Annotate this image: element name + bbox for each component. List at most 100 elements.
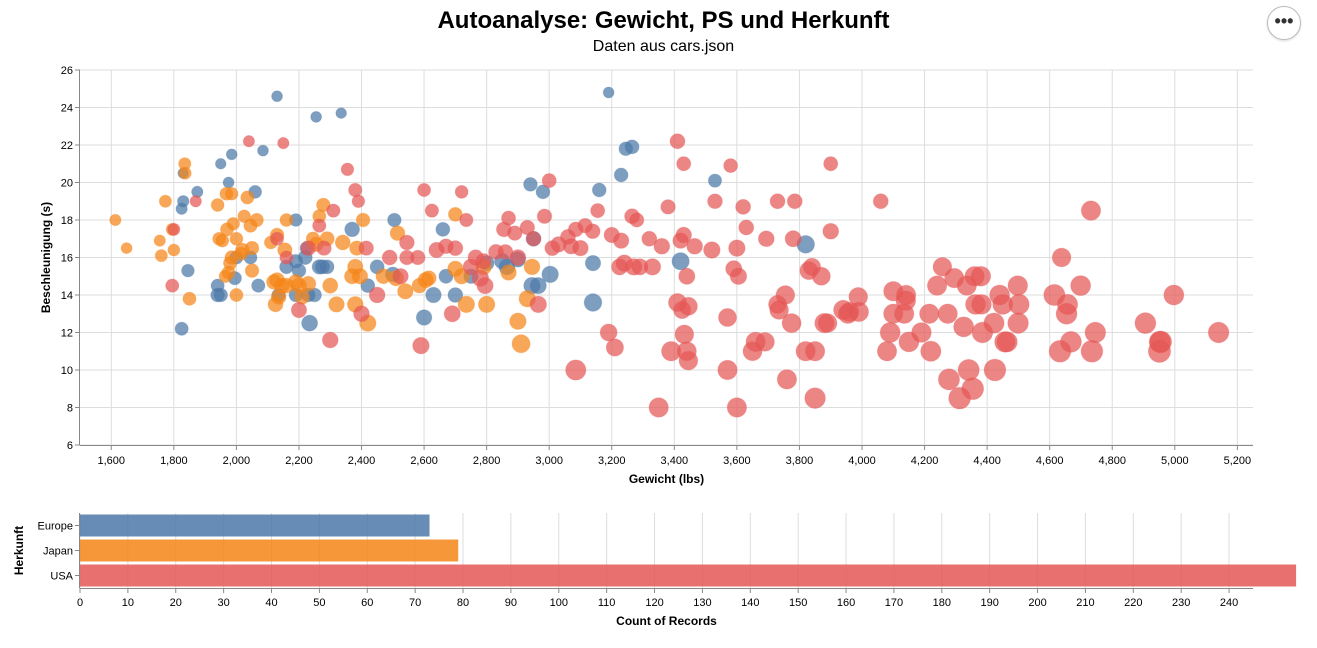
scatter-point-usa [755,332,775,352]
scatter-point-europe [613,167,629,183]
y-tick-label: 20 [61,178,73,190]
x-tick-label: 2,200 [285,455,313,467]
scatter-point-usa [351,194,366,209]
scatter-point-europe [584,254,602,272]
x-tick-label: 4,400 [973,455,1001,467]
bar-chart: Europe Japan USA 0 10 20 30 40 50 60 70 80 90 100 110 1… [12,513,1297,628]
bar-x-tick-label: 230 [1172,597,1190,609]
more-options-button[interactable]: ••• [1267,6,1301,40]
scatter-points [109,86,1230,418]
scatter-point-usa [669,133,686,150]
bar-x-tick-label: 90 [505,597,517,609]
scatter-point-usa [1007,312,1029,334]
bar-x-tick-label: 100 [550,597,568,609]
scatter-point-usa [876,341,898,362]
scatter-point-usa [541,173,557,189]
x-tick-label: 2,000 [223,455,251,467]
scatter-point-usa [340,162,355,177]
scatter-point-usa [459,212,474,228]
scatter-point-europe [175,202,188,215]
scatter-point-usa [676,156,692,172]
bar-x-tick-label: 130 [693,597,711,609]
scatter-point-usa [599,323,618,342]
bar-x-tick-label: 40 [265,597,277,609]
scatter-point-usa [784,230,802,248]
scatter-point-japan [279,212,294,228]
scatter-point-usa [953,316,975,338]
x-tick-label: 4,800 [1098,455,1126,467]
scatter-point-japan [237,209,252,224]
chart-subtitle: Daten aus cars.json [592,38,735,55]
scatter-point-japan [477,295,496,314]
scatter-point-usa [500,210,517,226]
x-tick-label: 5,200 [1224,455,1252,467]
scatter-point-usa [392,268,409,285]
scatter-point-usa [757,230,775,248]
bar-x-tick-label: 200 [1028,597,1046,609]
scatter-point-usa [775,285,796,305]
scatter-point-usa [1007,275,1029,296]
scatter-point-japan [153,234,166,247]
scatter-point-europe [271,90,284,103]
bar-x-tick-label: 0 [77,597,83,609]
scatter-point-usa [189,194,202,208]
scatter-point-usa [872,193,889,210]
scatter-point-usa [506,225,523,241]
scatter-point-usa [937,368,961,391]
scatter-point-usa [476,277,494,295]
scatter-point-japan [224,250,240,265]
scatter-point-europe [602,86,615,99]
scatter-point-japan [210,198,225,212]
scatter-point-usa [1149,330,1173,354]
scatter-point-usa [279,250,294,265]
scatter-point-usa [920,340,942,362]
scatter-point-japan [328,296,345,313]
scatter-point-usa [823,156,839,172]
bar-x-tick-label: 160 [837,597,855,609]
scatter-point-usa [1134,312,1157,335]
scatter-point-usa [641,230,658,247]
more-horizontal-icon: ••• [1274,11,1294,31]
scatter-point-japan [158,194,173,208]
scatter-point-japan [229,231,244,246]
scatter-point-usa [525,230,542,247]
scatter-point-europe [523,176,538,192]
scatter-point-europe [529,277,547,295]
scatter-point-usa [368,286,386,304]
scatter-point-usa [703,241,721,259]
scatter-point-usa [667,292,687,313]
scatter-point-japan [215,233,230,248]
scatter-point-usa [678,267,696,285]
scatter-point-japan [300,275,317,292]
y-tick-label: 10 [61,365,73,377]
scatter-point-japan [244,263,260,278]
bar-category-label: Europe [38,521,73,533]
scatter-point-usa [729,267,748,286]
scatter-point-usa [937,303,958,324]
x-tick-label: 5,000 [1161,455,1189,467]
scatter-point-japan [249,212,264,228]
scatter-point-usa [605,338,625,357]
scatter-point-europe [257,144,269,157]
scatter-point-usa [678,350,699,371]
scatter-point-europe [310,110,323,123]
y-tick-label: 6 [67,440,73,452]
bar-x-tick-label: 110 [598,597,616,609]
x-tick-label: 4,000 [848,455,876,467]
scatter-point-usa [653,237,671,255]
scatter-point-usa [326,203,341,218]
scatter-point-europe [301,314,319,332]
scatter-point-europe [415,309,433,326]
y-axis-title: Beschleunigung (s) [39,202,53,313]
x-tick-label: 2,600 [410,455,438,467]
scatter-point-usa [1059,330,1082,353]
scatter-point-usa [919,303,940,324]
scatter-point-usa [1080,339,1104,363]
bar-x-tick-label: 150 [789,597,807,609]
scatter-point-usa [316,240,332,256]
scatter-point-usa [1008,293,1030,316]
x-tick-label: 3,800 [786,455,814,467]
bar-axes: Europe Japan USA 0 10 20 30 40 50 60 70 80 90 100 110 1… [12,513,1253,628]
scatter-point-usa [424,203,440,218]
